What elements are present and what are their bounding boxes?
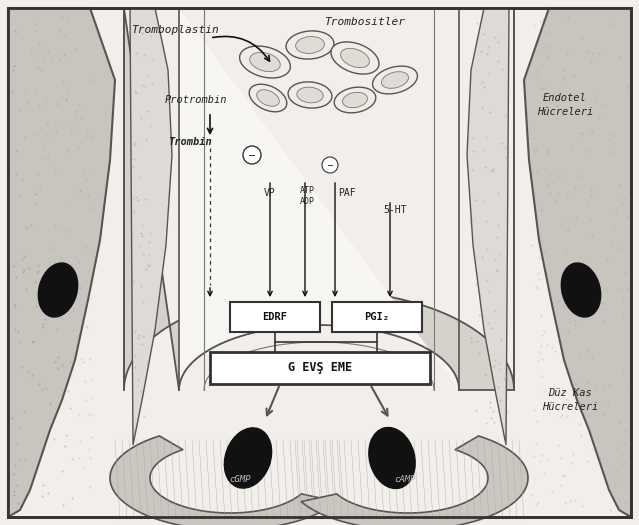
Text: Trombin: Trombin bbox=[168, 137, 212, 147]
Text: cAMP: cAMP bbox=[394, 476, 416, 485]
Bar bbox=[230, 302, 320, 332]
Ellipse shape bbox=[369, 427, 415, 488]
Text: Düz Kas
Hücreleri: Düz Kas Hücreleri bbox=[542, 388, 598, 412]
Polygon shape bbox=[110, 436, 337, 525]
Text: 5-HT: 5-HT bbox=[383, 205, 407, 215]
Ellipse shape bbox=[249, 84, 287, 112]
Ellipse shape bbox=[250, 52, 281, 71]
Ellipse shape bbox=[257, 90, 279, 106]
Bar bbox=[210, 352, 430, 384]
Ellipse shape bbox=[224, 428, 272, 488]
Text: −: − bbox=[327, 162, 334, 171]
Text: Protrombin: Protrombin bbox=[165, 95, 227, 105]
Ellipse shape bbox=[240, 46, 290, 78]
Polygon shape bbox=[179, 8, 459, 390]
Text: EDRF: EDRF bbox=[263, 312, 288, 322]
Ellipse shape bbox=[297, 87, 323, 103]
Polygon shape bbox=[130, 8, 172, 445]
Text: −: − bbox=[248, 151, 256, 161]
Ellipse shape bbox=[341, 48, 369, 68]
Text: Endotel
Hücreleri: Endotel Hücreleri bbox=[537, 93, 593, 117]
Text: VP: VP bbox=[264, 188, 276, 198]
Ellipse shape bbox=[286, 31, 334, 59]
Text: Tromboplastin: Tromboplastin bbox=[131, 25, 219, 35]
Text: PGI₂: PGI₂ bbox=[364, 312, 390, 322]
Bar bbox=[332, 302, 422, 332]
Circle shape bbox=[322, 157, 338, 173]
Ellipse shape bbox=[38, 263, 78, 317]
Polygon shape bbox=[467, 8, 509, 445]
Polygon shape bbox=[301, 436, 528, 525]
Ellipse shape bbox=[331, 42, 379, 74]
Ellipse shape bbox=[561, 263, 601, 317]
Text: G EVŞ EME: G EVŞ EME bbox=[288, 362, 352, 374]
Polygon shape bbox=[8, 8, 115, 517]
Text: PAF: PAF bbox=[338, 188, 356, 198]
Text: Trombositler: Trombositler bbox=[325, 17, 406, 27]
Text: ATP
ADP: ATP ADP bbox=[300, 186, 314, 206]
Ellipse shape bbox=[296, 37, 325, 54]
Text: cGMP: cGMP bbox=[229, 476, 250, 485]
Ellipse shape bbox=[334, 87, 376, 113]
Ellipse shape bbox=[288, 82, 332, 108]
Polygon shape bbox=[124, 8, 514, 390]
Ellipse shape bbox=[373, 66, 417, 94]
Ellipse shape bbox=[381, 71, 408, 88]
Polygon shape bbox=[524, 8, 631, 517]
Circle shape bbox=[243, 146, 261, 164]
Ellipse shape bbox=[343, 92, 367, 108]
